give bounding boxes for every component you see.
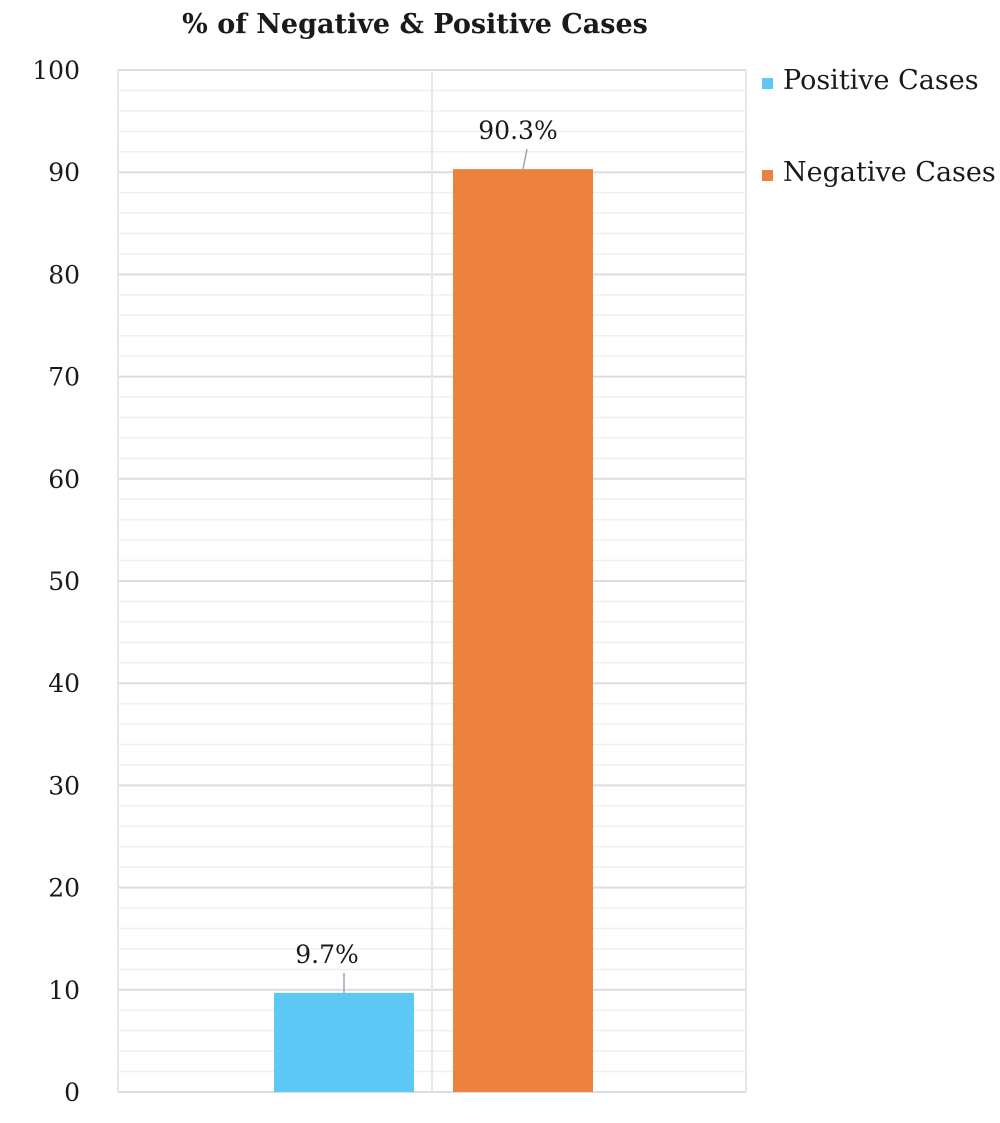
y-tick-label: 40 (48, 669, 80, 698)
y-tick-label: 0 (64, 1078, 80, 1107)
gridlines (117, 69, 747, 1093)
y-tick-label: 50 (48, 567, 80, 596)
y-tick-label: 70 (48, 363, 80, 392)
y-tick-label: 10 (48, 976, 80, 1005)
y-axis-tick-labels: 0 10 20 30 40 50 60 70 80 90 100 (32, 56, 80, 1107)
y-tick-label: 20 (48, 874, 80, 903)
bar-positive-cases (274, 992, 414, 1092)
data-label-leader (522, 148, 528, 170)
y-tick-label: 30 (48, 771, 80, 800)
y-tick-label: 60 (48, 465, 80, 494)
legend: Positive Cases Negative Cases (762, 65, 996, 188)
bars: 9.7% 90.3% (274, 116, 593, 1092)
legend-swatch (762, 78, 773, 89)
legend-swatch (762, 170, 773, 181)
data-label: 9.7% (295, 940, 359, 969)
bar-negative-cases (453, 169, 593, 1092)
y-tick-label: 90 (48, 158, 80, 187)
legend-label: Negative Cases (783, 157, 996, 188)
legend-label: Positive Cases (783, 65, 979, 96)
y-tick-label: 100 (32, 56, 80, 85)
data-label: 90.3% (478, 116, 557, 145)
chart-title: % of Negative & Positive Cases (182, 9, 648, 40)
y-tick-label: 80 (48, 260, 80, 289)
